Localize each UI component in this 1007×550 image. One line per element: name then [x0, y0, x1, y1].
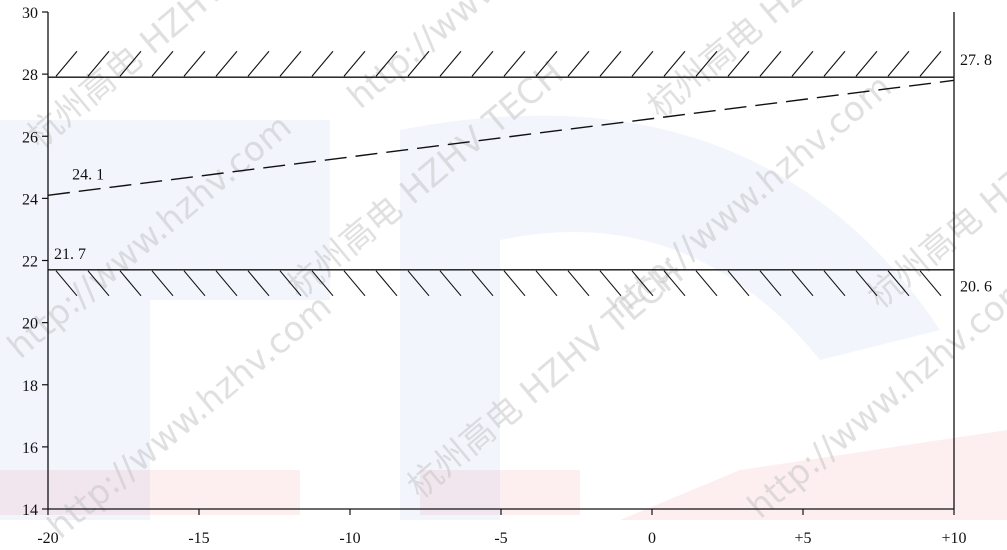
logo-bar-red-1: [0, 470, 300, 515]
hatch-mark: [183, 50, 206, 77]
x-tick-label: +5: [794, 530, 811, 547]
value-annotation: 20. 6: [960, 279, 992, 296]
hatch-mark: [567, 50, 590, 77]
y-tick-label: 24: [22, 191, 38, 208]
series: [47, 50, 955, 297]
hatch-mark: [471, 50, 494, 77]
hatch-mark: [375, 270, 398, 297]
y-tick-label: 22: [22, 254, 38, 271]
hatch-mark: [343, 270, 366, 297]
hatch-mark: [151, 50, 174, 77]
y-tick-label: 16: [22, 440, 38, 457]
hatch-mark: [535, 50, 558, 77]
hatch-mark: [631, 270, 654, 297]
hatch-mark: [919, 50, 942, 77]
hatch-mark: [631, 50, 654, 77]
y-tick-label: 20: [22, 316, 38, 333]
hatch-mark: [407, 50, 430, 77]
hatch-mark: [55, 50, 78, 77]
hatch-mark: [279, 50, 302, 77]
hatch-mark: [823, 270, 846, 297]
hatch-mark: [343, 50, 366, 77]
hatch-mark: [151, 270, 174, 297]
logo-shape-arc: [400, 115, 940, 521]
hatch-mark: [87, 50, 110, 77]
hatch-mark: [855, 50, 878, 77]
logo-shape-left: [0, 120, 330, 520]
hatch-mark: [919, 270, 942, 297]
hatch-mark: [695, 270, 718, 297]
hatch-mark: [695, 50, 718, 77]
x-tick-label: 0: [648, 530, 656, 547]
x-tick-label: -20: [37, 530, 58, 547]
hatch-mark: [535, 270, 558, 297]
hatch-mark: [727, 270, 750, 297]
hatch-mark: [55, 270, 78, 297]
x-tick-label: -10: [339, 530, 360, 547]
y-tick-label: 28: [22, 67, 38, 84]
y-tick-label: 26: [22, 129, 38, 146]
hatch-mark: [311, 270, 334, 297]
hatch-mark: [439, 270, 462, 297]
value-annotation: 24. 1: [72, 167, 104, 184]
hatch-mark: [439, 50, 462, 77]
hatch-mark: [87, 270, 110, 297]
hatch-mark: [279, 270, 302, 297]
hatch-mark: [663, 50, 686, 77]
hatch-mark: [855, 270, 878, 297]
watermark-logo: [0, 115, 1007, 521]
axes: 14 16 18 20 22 24 26 28 30 -20 -15 -10 -5 0 +5 +10: [22, 5, 967, 547]
series-line-2: [47, 79, 955, 196]
hatch-mark: [823, 50, 846, 77]
hatch-mark: [247, 50, 270, 77]
y-tick-label: 30: [22, 5, 38, 22]
hatch-mark: [375, 50, 398, 77]
x-tick-label: +10: [941, 530, 966, 547]
hatch-mark: [887, 270, 910, 297]
hatch-mark: [791, 270, 814, 297]
value-annotation: 27. 8: [960, 52, 992, 69]
hatch-mark: [599, 270, 622, 297]
logo-bar-red-2: [420, 470, 580, 515]
hatch-mark: [311, 50, 334, 77]
hatch-mark: [183, 270, 206, 297]
hatch-mark: [471, 270, 494, 297]
hatch-mark: [759, 50, 782, 77]
watermark-label: 杭州高电 HZHV TECH: [640, 0, 931, 127]
y-tick-label: 14: [22, 502, 38, 519]
hatch-mark: [407, 270, 430, 297]
hatch-mark: [215, 270, 238, 297]
x-tick-label: -5: [494, 530, 507, 547]
x-tick-label: -15: [188, 530, 209, 547]
hatch-mark: [791, 50, 814, 77]
hatch-mark: [247, 270, 270, 297]
hatch-mark: [759, 270, 782, 297]
hatch-mark: [567, 270, 590, 297]
hatch-mark: [663, 270, 686, 297]
hatch-mark: [215, 50, 238, 77]
annotations: 24. 1 21. 7 27. 8 20. 6: [54, 52, 992, 296]
hatch-mark: [599, 50, 622, 77]
hatch-mark: [503, 50, 526, 77]
hatch-mark: [503, 270, 526, 297]
y-tick-label: 18: [22, 378, 38, 395]
hatch-mark: [887, 50, 910, 77]
hatch-mark: [727, 50, 750, 77]
logo-shape-red: [620, 430, 1007, 520]
hatch-mark: [119, 50, 142, 77]
hatch-mark: [119, 270, 142, 297]
value-annotation: 21. 7: [54, 246, 86, 263]
